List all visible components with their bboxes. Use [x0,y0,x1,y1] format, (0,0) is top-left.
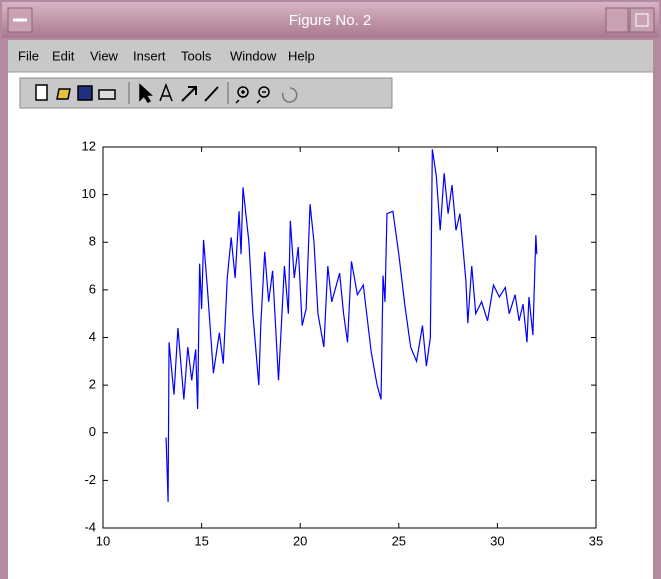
zoom-out-icon[interactable] [258,86,270,98]
minimize-button[interactable] [605,7,629,33]
y-tick-label: -2 [84,472,96,487]
text-icon[interactable] [159,82,173,102]
y-tick-label: 12 [82,138,96,153]
menu-item[interactable]: Help [288,48,315,63]
x-tick-label: 30 [490,533,504,548]
zoom-in-icon[interactable] [237,86,249,98]
print-icon[interactable] [98,89,116,100]
menu-bar [8,40,653,72]
toolbar [19,77,393,109]
menu-item[interactable]: View [90,48,119,63]
new-icon[interactable] [35,84,48,101]
x-tick-label: 35 [589,533,603,548]
rotate-icon[interactable] [281,87,298,103]
save-icon[interactable] [77,85,93,101]
y-tick-label: -4 [84,519,96,534]
y-tick-label: 2 [89,377,96,392]
arrow-icon[interactable] [181,86,197,102]
x-tick-label: 20 [293,533,307,548]
x-tick-label: 25 [392,533,406,548]
axes-box [102,146,597,529]
menu-items: File Edit View Insert Tools Window Help [18,48,315,63]
x-tick-label: 10 [96,533,110,548]
y-tick-label: 0 [89,424,96,439]
window-menu-button[interactable] [7,7,33,33]
x-tick-label: 15 [194,533,208,548]
maximize-button[interactable] [629,7,655,33]
open-icon[interactable] [56,88,71,100]
line-icon[interactable] [204,86,219,102]
menu-item[interactable]: Insert [133,48,166,63]
y-tick-label: 10 [82,186,96,201]
window-title: Figure No. 2 [289,12,372,29]
menu-item[interactable]: Edit [52,48,75,63]
y-tick-label: 6 [89,281,96,296]
toolbar-icons [35,82,298,104]
data-line [165,149,538,502]
y-tick-label: 8 [89,234,96,249]
title-bar [2,2,659,38]
menu-item[interactable]: Window [230,48,277,63]
menu-item[interactable]: Tools [181,48,212,63]
y-tick-label: 4 [89,329,96,344]
select-icon[interactable] [139,83,153,103]
plot-area: 10 15 20 25 30 35 -4 -2 0 2 4 6 8 10 12 [82,138,604,548]
menu-item[interactable]: File [18,48,39,63]
